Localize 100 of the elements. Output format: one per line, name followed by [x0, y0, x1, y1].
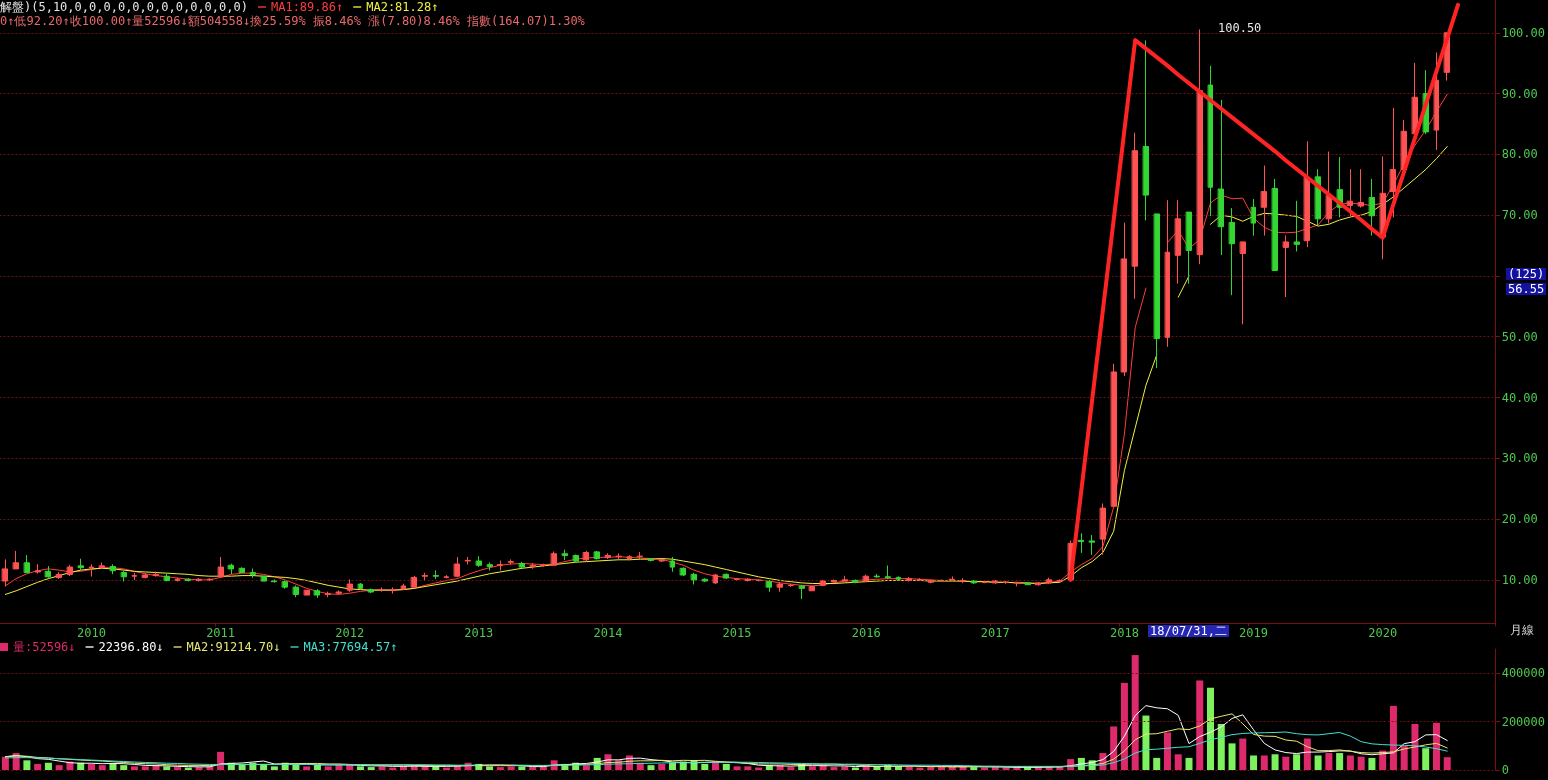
candlestick	[820, 579, 826, 587]
candlestick	[476, 556, 482, 567]
y-tick-label: 40.00	[1501, 390, 1538, 405]
candlestick	[347, 579, 353, 592]
candlestick	[992, 579, 998, 584]
candlestick	[659, 558, 665, 563]
bar	[1153, 757, 1161, 770]
bar	[1228, 743, 1236, 770]
candlestick	[67, 564, 73, 577]
candlestick	[1089, 534, 1095, 555]
x-tick-label: 2017	[980, 626, 1010, 640]
bar	[1400, 745, 1408, 770]
candlestick	[185, 578, 191, 582]
candlestick	[777, 581, 783, 592]
candlestick	[1240, 241, 1246, 325]
bar	[1357, 756, 1365, 770]
candlestick	[885, 565, 891, 580]
candlestick	[89, 564, 94, 577]
bar	[34, 763, 42, 770]
candlestick	[411, 575, 417, 588]
candlestick	[852, 579, 858, 584]
legend-label: MA2:81.28↑	[366, 0, 439, 14]
candlestick	[314, 589, 320, 598]
candlestick	[261, 575, 267, 582]
candlestick	[842, 575, 848, 582]
text: 0↑低92.20↑收100.00↑量52596↓額504558↓換25.59% 振8.46% 漲(7.80)8.46% 指數(164.07)1.30%	[0, 14, 586, 28]
text: (125)	[1508, 267, 1545, 281]
bar	[658, 763, 666, 770]
bar	[787, 767, 795, 770]
candlestick	[56, 572, 62, 580]
legend-label: MA3:77694.57↑	[303, 640, 398, 654]
candlestick	[1283, 235, 1289, 298]
candlestick	[336, 590, 342, 595]
candlestick	[433, 570, 439, 580]
candlestick	[228, 563, 234, 575]
candlestick	[1304, 141, 1310, 248]
candlestick	[702, 578, 708, 583]
bar	[1250, 755, 1258, 770]
candlestick	[454, 556, 460, 578]
candlestick	[723, 573, 729, 580]
bar	[44, 762, 52, 770]
candlestick	[1035, 581, 1041, 586]
bar	[23, 760, 31, 770]
bar	[1443, 757, 1451, 770]
candlestick	[132, 572, 137, 581]
bar	[518, 766, 526, 770]
candlestick	[1208, 65, 1213, 217]
bar	[1368, 757, 1376, 770]
x-tick-label: 2011	[206, 626, 236, 640]
candlestick	[809, 585, 815, 592]
candlestick	[928, 579, 934, 584]
candlestick	[680, 567, 686, 577]
bar	[303, 766, 311, 770]
candlestick	[390, 587, 396, 594]
candlestick	[1390, 107, 1396, 218]
bar	[970, 767, 978, 770]
candlestick	[45, 565, 51, 578]
bar	[55, 765, 63, 770]
bar	[496, 767, 504, 770]
bar	[1389, 705, 1397, 770]
candlestick	[250, 568, 256, 578]
candlestick	[121, 570, 127, 582]
candlestick	[1326, 151, 1332, 224]
candlestick	[1165, 200, 1170, 347]
bar	[1411, 724, 1419, 770]
candlestick	[594, 550, 600, 560]
bar	[1174, 754, 1182, 770]
candlestick	[196, 578, 202, 582]
candlestick	[1046, 577, 1052, 584]
candlestick	[110, 564, 116, 575]
chart-title: 解盤)(5,10,0,0,0,0,0,0,0,0,0,0,0,0)	[0, 0, 248, 14]
bar	[701, 763, 709, 770]
candlestick	[863, 574, 869, 583]
candlestick	[175, 577, 180, 582]
candlestick	[304, 589, 310, 596]
bar	[733, 766, 741, 770]
x-tick-label: 2015	[722, 626, 752, 640]
candlestick	[24, 555, 30, 574]
bar	[1260, 755, 1268, 770]
x-tick-label: 2019	[1239, 626, 1268, 640]
candlestick	[648, 558, 654, 562]
y-tick-label: 0	[1501, 763, 1509, 777]
bar	[1142, 715, 1150, 770]
bar	[808, 766, 816, 770]
candlestick	[13, 550, 19, 570]
candlestick	[1229, 207, 1235, 296]
x-tick-label: 2012	[335, 626, 365, 640]
candlestick	[1014, 581, 1020, 587]
x-tick-label: 2013	[464, 626, 494, 640]
bar	[1336, 753, 1344, 770]
bar	[1432, 722, 1440, 770]
candlestick	[670, 556, 675, 572]
bar	[131, 766, 138, 770]
bar	[927, 767, 935, 770]
candlestick	[325, 591, 331, 598]
candlestick	[1186, 211, 1192, 284]
bar	[1346, 755, 1354, 770]
candlestick	[239, 567, 245, 574]
candlestick	[562, 549, 568, 561]
bar	[529, 767, 537, 770]
